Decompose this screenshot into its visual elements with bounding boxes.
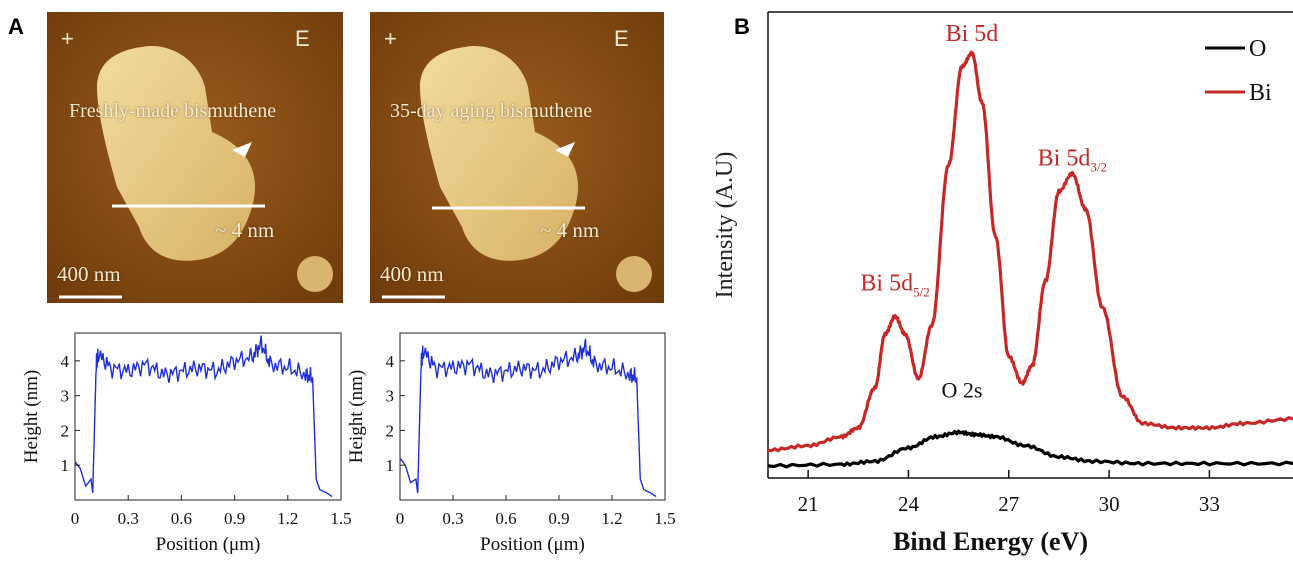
afm-corner-plus: +: [384, 26, 397, 51]
plot-frame: [74, 332, 342, 501]
afm-caption: 35-day aging bismuthene: [390, 100, 593, 122]
afm-image-fresh: + E Freshly-made bismuthene ~ 4 nm 400 n…: [47, 12, 343, 303]
peak-annotation: Bi 5d5/2: [860, 271, 929, 300]
peak-annotation-subscript: 3/2: [1090, 160, 1107, 175]
peak-annotation-subscript: 5/2: [913, 285, 930, 300]
afm-thickness-label: ~ 4 nm: [215, 218, 275, 242]
y-axis-label: Height (nm): [346, 370, 367, 463]
x-tick-label: 1.5: [330, 509, 351, 528]
y-axis-label: Intensity (A.U): [712, 152, 738, 299]
x-axis-label: Position (μm): [156, 534, 261, 555]
afm-image-fresh-graphic: [47, 12, 343, 303]
plot-frame: [399, 332, 666, 501]
peak-annotation: Bi 5d3/2: [1038, 146, 1107, 175]
x-tick-label: 0.3: [442, 509, 463, 528]
x-tick-label: 1.2: [601, 509, 622, 528]
x-tick-label: 0.6: [495, 509, 516, 528]
series-line-o: [767, 429, 1293, 469]
afm-scale-label: 400 nm: [380, 262, 444, 286]
y-axis-label: Height (nm): [21, 370, 42, 463]
y-tick-label: 4: [386, 352, 395, 371]
peak-annotation: O 2s: [941, 378, 982, 403]
x-axis-label: Position (μm): [480, 534, 585, 555]
x-tick-label: 0: [396, 509, 405, 528]
x-tick-label: 21: [798, 492, 819, 516]
y-tick-label: 2: [61, 421, 70, 440]
series-line-bi: [767, 50, 1293, 453]
afm-scale-label: 400 nm: [57, 262, 121, 286]
x-axis-label: Bind Energy (eV): [893, 527, 1088, 556]
y-tick-label: 2: [386, 421, 395, 440]
afm-image-aged-graphic: [370, 12, 664, 303]
x-tick-label: 33: [1199, 492, 1220, 516]
y-tick-label: 3: [61, 387, 70, 406]
afm-corner-e: E: [295, 26, 310, 51]
afm-corner-plus: +: [61, 26, 74, 51]
x-tick-label: 30: [1099, 492, 1120, 516]
height-profile-fresh: 0 0.3 0.6 0.9 1.2 1.5 1 2 3 4 Position (μm) Height …: [21, 332, 352, 555]
xps-spectrum: 21 24 27 30 33 Bind Energy (eV) Intensity (A.U…: [712, 11, 1293, 556]
y-tick-label: 3: [386, 387, 395, 406]
afm-thickness-label: ~ 4 nm: [540, 218, 600, 242]
x-tick-label: 1.2: [277, 509, 298, 528]
x-tick-label: 0.9: [548, 509, 569, 528]
y-tick-label: 4: [61, 352, 70, 371]
x-tick-label: 27: [998, 492, 1019, 516]
panel-label-b: B: [734, 14, 750, 39]
legend-label-o: O: [1249, 36, 1266, 62]
afm-corner-e: E: [614, 26, 629, 51]
x-tick-label: 0: [71, 509, 80, 528]
x-tick-label: 1.5: [654, 509, 675, 528]
afm-image-aged: + E 35-day aging bismuthene ~ 4 nm 400 n…: [370, 12, 664, 303]
height-profile-aged: 0 0.3 0.6 0.9 1.2 1.5 1 2 3 4 Position (μm) Height …: [346, 332, 676, 555]
legend-label-bi: Bi: [1249, 80, 1272, 106]
y-tick-label: 1: [386, 456, 395, 475]
afm-caption: Freshly-made bismuthene: [69, 100, 277, 122]
peak-annotation: Bi 5d: [946, 21, 999, 47]
x-tick-label: 0.6: [171, 509, 192, 528]
height-profile-line: [74, 335, 333, 498]
x-tick-label: 0.9: [224, 509, 245, 528]
panel-label-a: A: [8, 14, 24, 39]
x-tick-label: 0.3: [118, 509, 139, 528]
x-tick-label: 24: [898, 492, 920, 516]
y-tick-label: 1: [61, 456, 70, 475]
height-profile-line: [399, 338, 657, 498]
